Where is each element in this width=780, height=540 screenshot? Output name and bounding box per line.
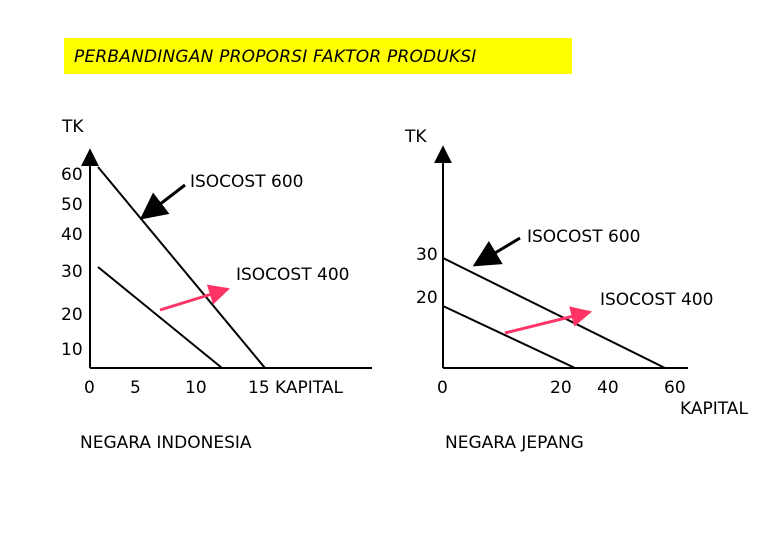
right-x-tick: 40 xyxy=(597,378,619,398)
left-y-tick: 40 xyxy=(61,225,83,245)
left-x-tick: 0 xyxy=(84,378,95,398)
left-y-tick: 60 xyxy=(61,165,83,185)
left-y-tick: 20 xyxy=(61,305,83,325)
right-caption: NEGARA JEPANG xyxy=(445,433,584,453)
left-shift-arrow xyxy=(159,284,231,312)
left-x-axis-label: 15 KAPITAL xyxy=(248,378,343,398)
left-x-tick: 5 xyxy=(130,378,141,398)
right-isocost-600-arrow xyxy=(472,236,521,267)
right-isocost-600-line xyxy=(442,257,666,369)
left-isocost-400-line xyxy=(97,266,223,369)
left-y-tick: 30 xyxy=(61,262,83,282)
left-caption: NEGARA INDONESIA xyxy=(80,433,252,453)
right-shift-arrow xyxy=(504,306,593,335)
right-x-tick: 0 xyxy=(437,378,448,398)
left-isocost-600-line xyxy=(97,166,266,369)
left-x-tick: 10 xyxy=(185,378,207,398)
left-y-tick: 50 xyxy=(61,195,83,215)
left-isocost-400-label: ISOCOST 400 xyxy=(236,265,350,285)
left-isocost-600-arrow xyxy=(139,183,186,220)
right-x-axis-label: KAPITAL xyxy=(680,399,748,419)
left-y-tick: 10 xyxy=(61,340,83,360)
right-x-tick: 60 xyxy=(664,378,686,398)
right-isocost-600-label: ISOCOST 600 xyxy=(527,227,641,247)
diagram-title: PERBANDINGAN PROPORSI FAKTOR PRODUKSI xyxy=(74,47,477,67)
right-y-tick: 20 xyxy=(416,288,438,308)
left-y-axis-label: TK xyxy=(62,117,84,137)
title-box: PERBANDINGAN PROPORSI FAKTOR PRODUKSI xyxy=(64,38,572,74)
left-isocost-600-label: ISOCOST 600 xyxy=(190,172,304,192)
right-x-tick: 20 xyxy=(550,378,572,398)
right-y-tick: 30 xyxy=(416,245,438,265)
right-isocost-400-line xyxy=(442,305,576,369)
right-isocost-400-label: ISOCOST 400 xyxy=(600,290,714,310)
right-y-axis-label: TK xyxy=(405,127,427,147)
